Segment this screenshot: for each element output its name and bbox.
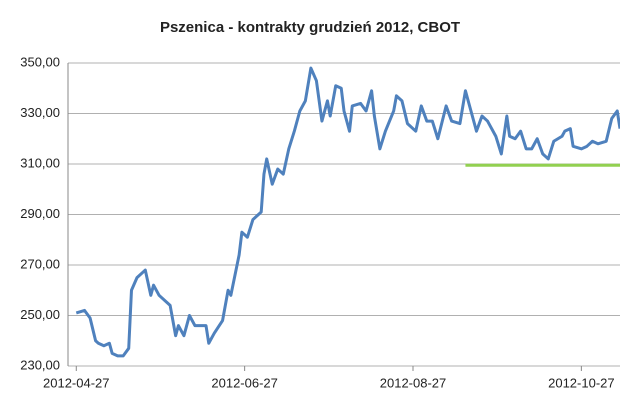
plot-area xyxy=(75,66,620,358)
x-tick-label: 2012-08-27 xyxy=(380,375,447,390)
chart-title: Pszenica - kontrakty grudzień 2012, CBOT xyxy=(160,19,460,36)
data-line xyxy=(75,66,620,358)
y-tick-label: 310,00 xyxy=(20,155,60,170)
x-tick-label: 2012-06-27 xyxy=(211,375,278,390)
y-tick-label: 250,00 xyxy=(20,307,60,322)
x-tick-label: 2012-04-27 xyxy=(43,375,110,390)
y-tick-label: 270,00 xyxy=(20,256,60,271)
y-tick-label: 350,00 xyxy=(20,54,60,69)
y-tick-label: 290,00 xyxy=(20,206,60,221)
x-tick-label: 2012-10-27 xyxy=(548,375,615,390)
y-tick-label: 230,00 xyxy=(20,357,60,372)
y-tick-label: 330,00 xyxy=(20,105,60,120)
